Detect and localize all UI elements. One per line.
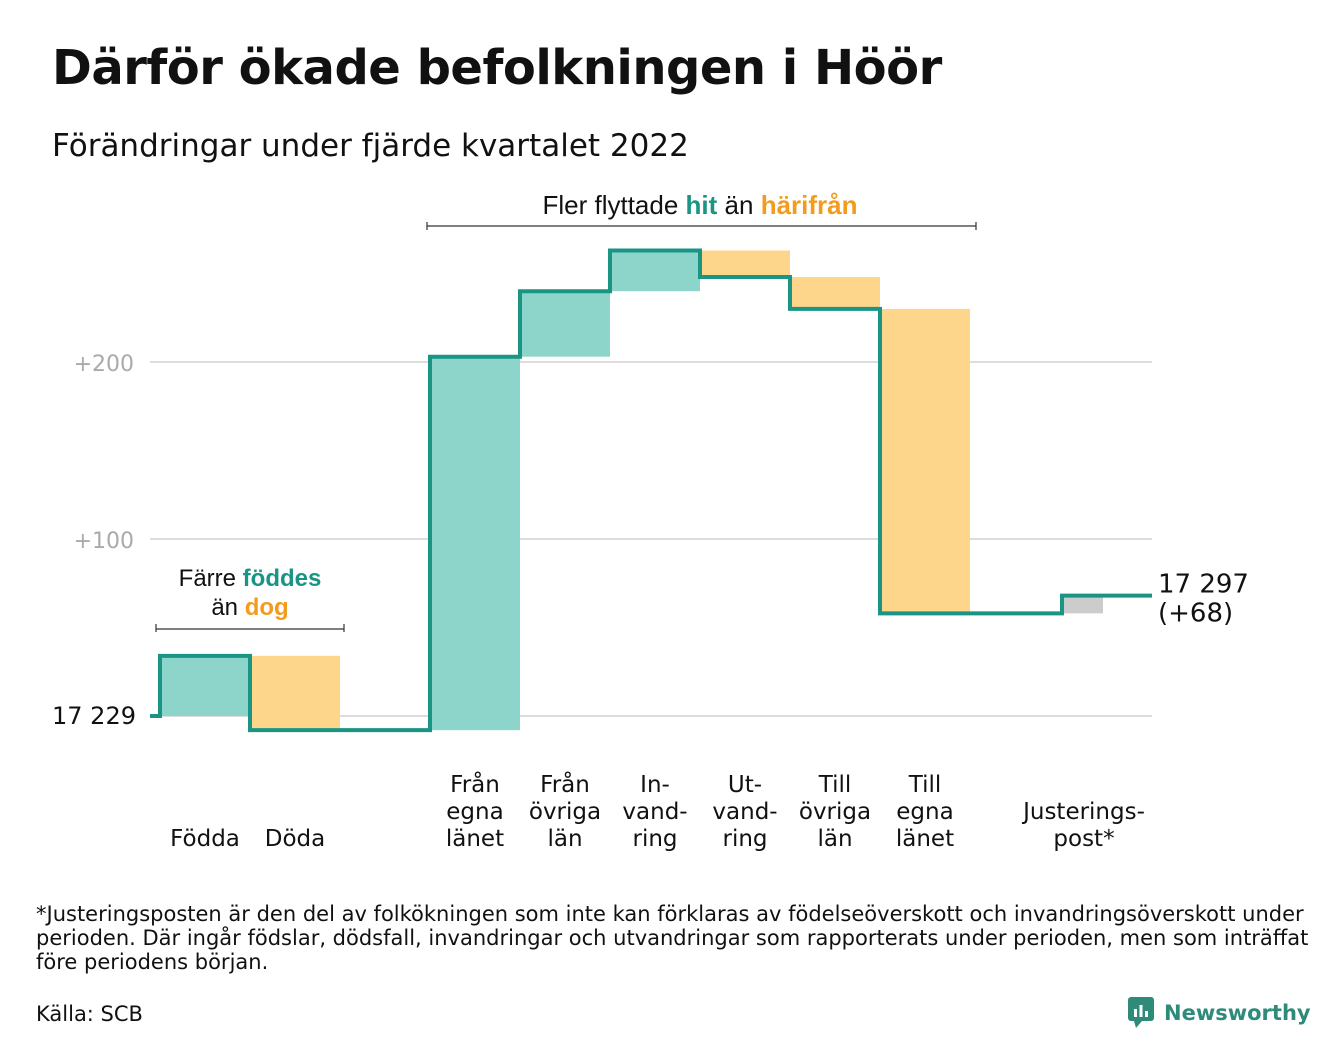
bar-increase — [610, 250, 700, 292]
births-annotation-bracket — [155, 624, 345, 632]
x-category-label: Ut- — [728, 772, 762, 798]
x-category-label: Födda — [170, 826, 240, 852]
chart-title: Därför ökade befolkningen i Höör — [52, 40, 942, 96]
bar-increase — [430, 356, 520, 731]
end-value-label: 17 297 — [1158, 570, 1249, 600]
line-layer — [150, 248, 1152, 733]
x-category-label: län — [817, 826, 852, 852]
x-category-label: ring — [632, 826, 677, 852]
births-annotation-line2: än dog — [211, 594, 288, 621]
x-category-label: länet — [896, 826, 954, 852]
source-label: Källa: SCB — [36, 1002, 143, 1026]
x-category-label: Från — [540, 770, 590, 798]
x-category-label: län — [547, 826, 582, 852]
bar-layer — [160, 250, 1103, 731]
y-tick-label: +100 — [74, 529, 134, 554]
x-category-label: Justerings- — [1021, 799, 1145, 825]
chart-subtitle: Förändringar under fjärde kvartalet 2022 — [52, 128, 689, 164]
end-change-label: (+68) — [1158, 599, 1233, 629]
y-tick-label: +200 — [74, 352, 134, 377]
x-category-label: Till — [818, 772, 852, 798]
bar-decrease — [790, 277, 880, 309]
x-category-label: Från — [450, 770, 500, 798]
cumulative-step-line — [150, 248, 1152, 733]
x-category-label: egna — [446, 799, 503, 825]
x-category-label: egna — [896, 799, 953, 825]
x-category-label: Döda — [265, 826, 325, 852]
newsworthy-logo: Newsworthy — [1128, 996, 1311, 1030]
x-category-label: ring — [722, 826, 767, 852]
x-category-label: övriga — [799, 799, 871, 825]
x-category-label: länet — [446, 826, 504, 852]
births-annotation-line1: Färre föddes — [179, 565, 322, 592]
x-category-label: Till — [908, 772, 942, 798]
bar-decrease — [880, 308, 970, 614]
bar-adjustment — [1062, 595, 1103, 614]
x-category-label: vand- — [622, 799, 687, 825]
x-category-label: In- — [640, 772, 670, 798]
bar-decrease — [700, 250, 790, 278]
start-value-label: 17 229 — [52, 702, 136, 730]
x-category-label: post* — [1053, 826, 1114, 852]
x-category-label: övriga — [529, 799, 601, 825]
bar-increase — [160, 655, 250, 716]
migration-annotation: Fler flyttade hit än härifrån — [542, 190, 857, 220]
bar-increase — [520, 291, 610, 357]
newsworthy-logo-icon — [1128, 997, 1154, 1028]
footnote: *Justeringsposten är den del av folkökni… — [36, 902, 1309, 974]
bar-decrease — [250, 655, 340, 731]
x-category-label: vand- — [712, 799, 777, 825]
migration-annotation-bracket — [426, 222, 977, 230]
newsworthy-logo-text: Newsworthy — [1164, 1001, 1311, 1025]
